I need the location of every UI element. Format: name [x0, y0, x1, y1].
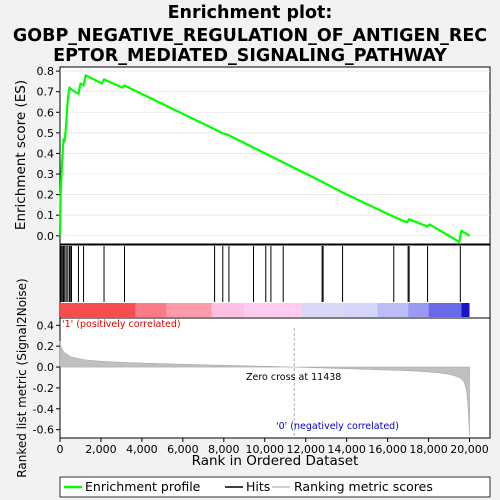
es-y-axis-label: Enrichment score (ES)	[13, 80, 29, 230]
metric-y-tick-label: -0.2	[33, 382, 54, 395]
es-y-axis: 0.0 0.1 0.2 0.3 0.4 0.5 0.6 0.7 0.8	[37, 65, 60, 243]
heatmap-segment	[461, 303, 470, 317]
es-y-tick-label: 0.5	[37, 127, 55, 140]
metric-y-tick-label: 0.0	[37, 361, 55, 374]
hit-lines	[59, 246, 461, 302]
legend: Enrichment profile Hits Ranking metric s…	[59, 476, 491, 498]
x-tick-label: 10,000	[246, 443, 285, 456]
x-tick-label: 6,000	[167, 443, 199, 456]
x-tick-label: 2,000	[85, 443, 117, 456]
ranking-metric-area	[59, 340, 470, 435]
es-y-tick-label: 0.6	[37, 106, 55, 119]
heatmap-segment	[377, 303, 409, 317]
chart-title-line-1: Enrichment plot:	[168, 3, 333, 23]
x-tick-label: 12,000	[286, 443, 325, 456]
metric-y-axis-label: Ranked list metric (Signal2Noise)	[15, 278, 29, 477]
es-line-group	[58, 74, 471, 244]
heatmap-segment	[60, 303, 136, 317]
es-y-tick-label: 0.0	[37, 230, 55, 243]
heatmap-segment	[211, 303, 245, 317]
metric-y-tick-label: -0.4	[33, 403, 54, 416]
x-tick-label: 18,000	[409, 443, 448, 456]
es-y-tick-label: 0.1	[37, 209, 55, 222]
rank-heatmap-bar	[60, 303, 470, 317]
chart-title-line-3: EPTOR_MEDIATED_SIGNALING_PATHWAY	[53, 46, 447, 66]
es-y-tick-label: 0.7	[37, 86, 55, 99]
chart-title-line-2: GOBP_NEGATIVE_REGULATION_OF_ANTIGEN_REC	[13, 26, 487, 46]
enrichment-profile-line	[58, 74, 471, 244]
metric-area	[59, 328, 470, 438]
x-tick-label: 14,000	[327, 443, 366, 456]
metric-y-tick-label: -0.6	[33, 424, 54, 437]
negative-label: '0' (negatively correlated)	[276, 421, 399, 432]
heatmap-segment	[408, 303, 429, 317]
zero-cross-label: Zero cross at 11438	[246, 372, 341, 383]
heatmap-segment	[342, 303, 378, 317]
es-y-tick-label: 0.2	[37, 189, 55, 202]
es-y-tick-label: 0.3	[37, 168, 55, 181]
metric-panel	[59, 317, 491, 439]
es-y-tick-label: 0.8	[37, 65, 55, 78]
heatmap-segment	[244, 303, 302, 317]
es-y-tick-label: 0.4	[37, 147, 55, 160]
legend-label-enrichment: Enrichment profile	[85, 479, 201, 494]
legend-label-hits: Hits	[246, 479, 270, 494]
x-tick-label: 16,000	[368, 443, 407, 456]
positive-label: '1' (positively correlated)	[62, 319, 181, 330]
heatmap-segment	[301, 303, 343, 317]
x-tick-label: 0	[57, 443, 64, 456]
metric-y-tick-label: 0.2	[37, 340, 55, 353]
x-tick-label: 4,000	[126, 443, 158, 456]
legend-label-metric: Ranking metric scores	[294, 479, 433, 494]
es-panel	[59, 66, 491, 245]
x-axis: 0 2,000 4,000 6,000 8,000 10,000 12,000 14,000 1…	[57, 438, 489, 456]
heatmap-segment	[428, 303, 462, 317]
x-axis-label: Rank in Ordered Dataset	[192, 453, 359, 469]
metric-y-tick-label: 0.4	[37, 319, 55, 332]
metric-y-axis: 0.4 0.2 0.0 -0.2 -0.4 -0.6	[33, 319, 60, 437]
x-tick-label: 20,000	[450, 443, 489, 456]
es-gridlines	[60, 70, 490, 237]
x-tick-label: 8,000	[208, 443, 240, 456]
heatmap-segment	[166, 303, 212, 317]
heatmap-segment	[135, 303, 167, 317]
